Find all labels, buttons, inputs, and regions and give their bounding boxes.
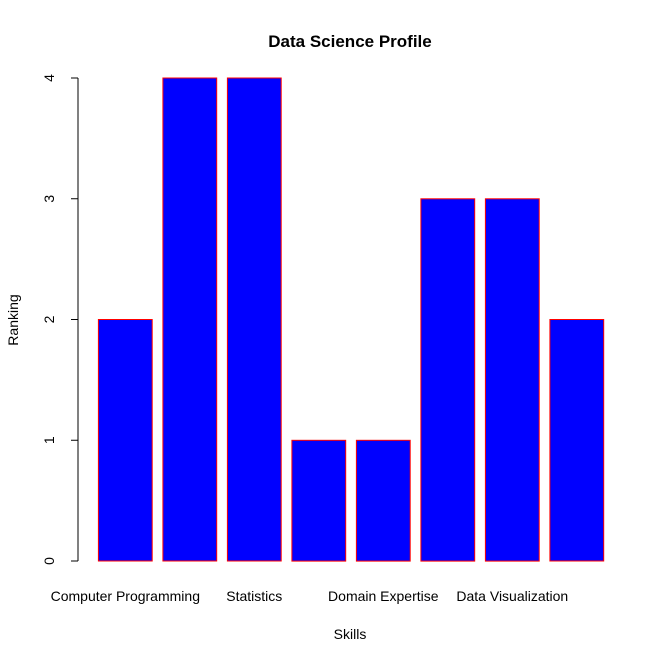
bar <box>355 439 411 562</box>
x-tick-label: Computer Programming <box>51 588 200 604</box>
y-tick-label: 4 <box>41 74 57 82</box>
chart-title: Data Science Profile <box>268 32 431 51</box>
x-tick-label: Statistics <box>226 588 282 604</box>
y-axis: 0 1 2 3 4 <box>41 74 79 565</box>
x-tick-label: Data Visualization <box>456 588 568 604</box>
bar <box>420 198 476 562</box>
bar <box>291 439 347 562</box>
y-axis-label: Ranking <box>5 294 21 345</box>
bars-group <box>97 77 605 562</box>
y-tick-label: 2 <box>41 315 57 323</box>
x-axis-label: Skills <box>334 626 367 642</box>
bar <box>549 319 605 562</box>
bar <box>226 77 282 562</box>
y-tick-label: 0 <box>41 557 57 565</box>
bar <box>484 198 540 562</box>
x-axis-tick-labels: Computer Programming Statistics Domain Exp… <box>51 588 569 604</box>
y-tick-label: 1 <box>41 436 57 444</box>
bar <box>97 319 153 562</box>
y-tick-label: 3 <box>41 195 57 203</box>
bar <box>162 77 218 562</box>
x-tick-label: Domain Expertise <box>328 588 439 604</box>
